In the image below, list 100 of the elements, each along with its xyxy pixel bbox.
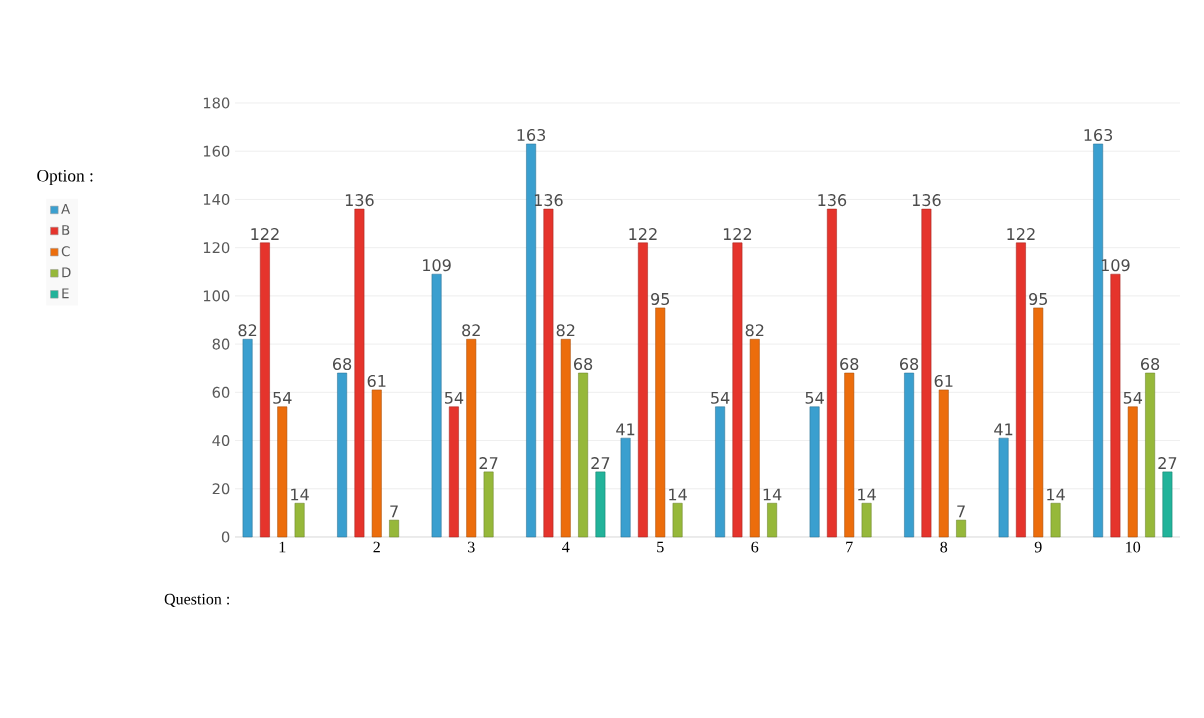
- data-label: 54: [711, 391, 730, 404]
- data-label: 95: [651, 292, 670, 306]
- x-tick-label: 2: [373, 541, 380, 553]
- data-label: 7: [957, 505, 965, 518]
- bar: [371, 389, 382, 538]
- bar: [844, 372, 855, 538]
- legend-label: D: [62, 267, 71, 278]
- bar: [466, 339, 477, 538]
- y-tick-label: 100: [203, 290, 230, 302]
- y-tick-label: 40: [212, 435, 230, 447]
- bar: [672, 502, 683, 538]
- bar: [259, 242, 270, 538]
- bar: [431, 273, 442, 538]
- x-tick-label: 1: [279, 541, 286, 553]
- data-label: 14: [669, 488, 687, 501]
- legend-title: Option :: [37, 169, 93, 186]
- data-label: 14: [858, 488, 876, 501]
- data-label: 68: [333, 358, 352, 371]
- data-label: 54: [273, 391, 292, 404]
- data-label: 122: [723, 228, 752, 240]
- bar: [749, 339, 760, 538]
- data-label: 54: [805, 391, 824, 404]
- x-tick-label: 10: [1126, 541, 1141, 553]
- legend-label: C: [61, 246, 70, 257]
- bar: [938, 389, 949, 538]
- x-axis-title: Question :: [164, 593, 230, 607]
- bar: [543, 208, 554, 538]
- data-label: 14: [291, 488, 309, 501]
- bar: [242, 339, 253, 538]
- bar: [483, 471, 494, 538]
- x-tick-label: 7: [846, 541, 853, 553]
- data-label: 122: [629, 228, 657, 240]
- y-tick-label: 80: [212, 338, 230, 350]
- data-label: 68: [840, 358, 859, 371]
- bar: [1145, 372, 1156, 538]
- data-label: 109: [423, 259, 451, 272]
- x-tick-label: 5: [657, 541, 664, 553]
- data-label: 122: [251, 228, 279, 240]
- bar: [448, 406, 459, 538]
- data-label: 54: [444, 391, 464, 404]
- x-tick-label: 3: [468, 541, 475, 553]
- legend-label: E: [62, 288, 69, 299]
- data-label: 7: [390, 505, 398, 518]
- bar: [904, 372, 915, 538]
- bar: [578, 372, 589, 538]
- bar: [861, 502, 872, 538]
- bar: [921, 208, 932, 538]
- data-label: 82: [238, 324, 257, 337]
- bar: [1110, 273, 1121, 538]
- data-label: 27: [479, 457, 498, 469]
- data-label: 27: [591, 457, 610, 469]
- data-label: 163: [517, 128, 546, 142]
- data-label: 136: [912, 194, 941, 207]
- bar: [620, 437, 631, 538]
- bar: [826, 208, 837, 538]
- x-tick-label: 9: [1034, 541, 1042, 553]
- data-label: 54: [1123, 391, 1143, 404]
- data-label: 61: [934, 374, 953, 387]
- bar: [732, 242, 743, 538]
- bar: [956, 519, 967, 538]
- data-label: 68: [900, 358, 919, 371]
- bar: [337, 372, 348, 538]
- bar: [354, 208, 365, 538]
- bar: [1015, 242, 1026, 538]
- data-label: 14: [1047, 488, 1065, 501]
- bar: [998, 437, 1009, 538]
- bar: [294, 502, 305, 538]
- legend-label: B: [62, 225, 70, 235]
- bar: [595, 471, 606, 538]
- data-label: 41: [616, 423, 635, 436]
- bar: [637, 242, 648, 538]
- bar: [560, 339, 571, 538]
- legend-label: A: [61, 204, 71, 214]
- bar: [1050, 502, 1061, 538]
- bar: [1033, 307, 1044, 538]
- bar: [389, 519, 400, 538]
- data-label: 82: [462, 324, 480, 337]
- data-label: 95: [1029, 292, 1048, 306]
- data-label: 14: [763, 488, 782, 501]
- bar: [526, 143, 537, 538]
- data-label: 68: [1141, 358, 1160, 371]
- y-tick-label: 180: [203, 97, 230, 109]
- bar: [277, 406, 288, 538]
- bar: [655, 307, 666, 538]
- data-label: 136: [345, 194, 374, 207]
- x-tick-label: 6: [751, 541, 759, 553]
- bar: [1127, 406, 1138, 538]
- data-label: 122: [1007, 228, 1035, 240]
- x-tick-label: 4: [562, 541, 570, 553]
- data-label: 41: [994, 423, 1013, 436]
- bar: [1093, 143, 1104, 538]
- y-tick-label: 60: [212, 386, 230, 398]
- data-label: 163: [1084, 128, 1113, 142]
- data-label: 61: [367, 374, 386, 387]
- y-tick-label: 20: [212, 483, 230, 495]
- y-tick-label: 120: [203, 242, 230, 254]
- bar: [809, 406, 820, 538]
- data-label: 82: [745, 324, 764, 337]
- bar: [715, 406, 726, 538]
- data-label: 136: [818, 194, 847, 207]
